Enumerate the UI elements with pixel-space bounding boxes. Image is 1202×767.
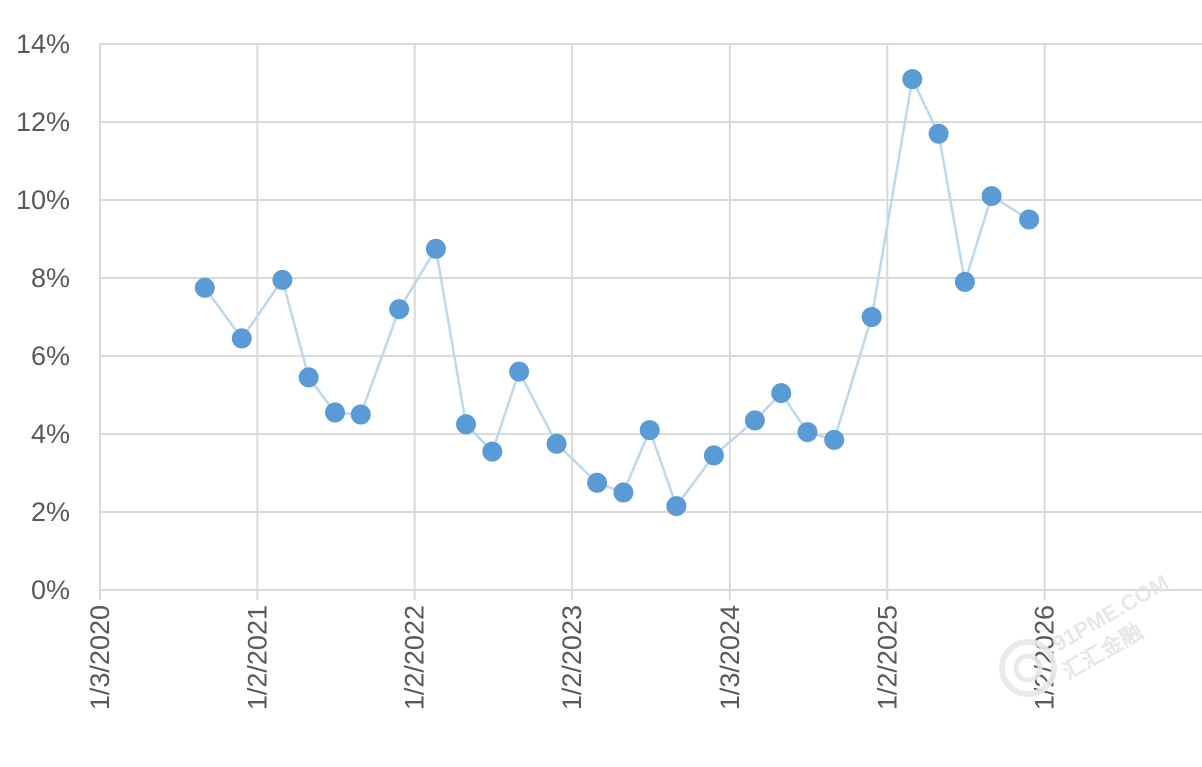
- x-axis-ticks: 1/3/2020 1/2/2021 1/2/2022 1/2/2023 1/3/2024…: [85, 605, 1060, 710]
- data-point: [325, 402, 345, 423]
- data-point: [456, 414, 476, 435]
- x-tick-label: 1/3/2020: [85, 605, 115, 710]
- data-point: [824, 429, 845, 450]
- data-point: [771, 383, 792, 404]
- data-point: [797, 422, 818, 443]
- y-axis-ticks: 0% 2% 4% 6% 8% 10% 12% 14%: [16, 29, 70, 605]
- data-point: [425, 238, 446, 259]
- data-point: [482, 441, 503, 462]
- data-point: [350, 404, 371, 425]
- data-point: [231, 328, 252, 349]
- y-tick-label: 10%: [16, 185, 70, 215]
- data-point: [298, 367, 319, 388]
- data-point: [587, 472, 608, 493]
- series-line: [203, 75, 1030, 509]
- watermark-logo-outer: [999, 639, 1057, 697]
- data-point: [389, 299, 410, 320]
- y-tick-label: 0%: [31, 575, 70, 605]
- y-tick-label: 4%: [31, 419, 70, 449]
- data-point: [272, 269, 293, 290]
- data-point: [981, 186, 1002, 207]
- watermark-logo-inner: [1013, 653, 1043, 683]
- data-point: [666, 496, 687, 517]
- y-tick-label: 8%: [31, 263, 70, 293]
- series: [194, 69, 1040, 517]
- x-tick-label: 1/2/2021: [242, 605, 272, 710]
- y-tick-label: 2%: [31, 497, 70, 527]
- x-tick-label: 1/2/2023: [557, 605, 587, 710]
- data-point: [954, 271, 975, 292]
- data-point: [861, 307, 882, 327]
- data-point: [902, 69, 923, 90]
- gridlines: [99, 43, 1202, 600]
- data-point: [639, 420, 660, 441]
- watermark: 91PME.COM 汇汇金融: [999, 570, 1173, 697]
- data-point: [613, 482, 634, 503]
- data-point: [928, 123, 949, 144]
- x-tick-label: 1/2/2022: [400, 605, 430, 710]
- data-point: [194, 277, 215, 298]
- data-point: [546, 433, 567, 454]
- data-point: [744, 410, 765, 431]
- y-tick-label: 12%: [16, 107, 70, 137]
- x-tick-label: 1/2/2025: [872, 605, 902, 710]
- data-point: [1019, 209, 1040, 230]
- y-tick-label: 6%: [31, 341, 70, 371]
- data-point: [703, 445, 724, 466]
- y-tick-label: 14%: [16, 29, 70, 59]
- x-tick-label: 1/3/2024: [715, 605, 745, 710]
- data-point: [509, 361, 530, 382]
